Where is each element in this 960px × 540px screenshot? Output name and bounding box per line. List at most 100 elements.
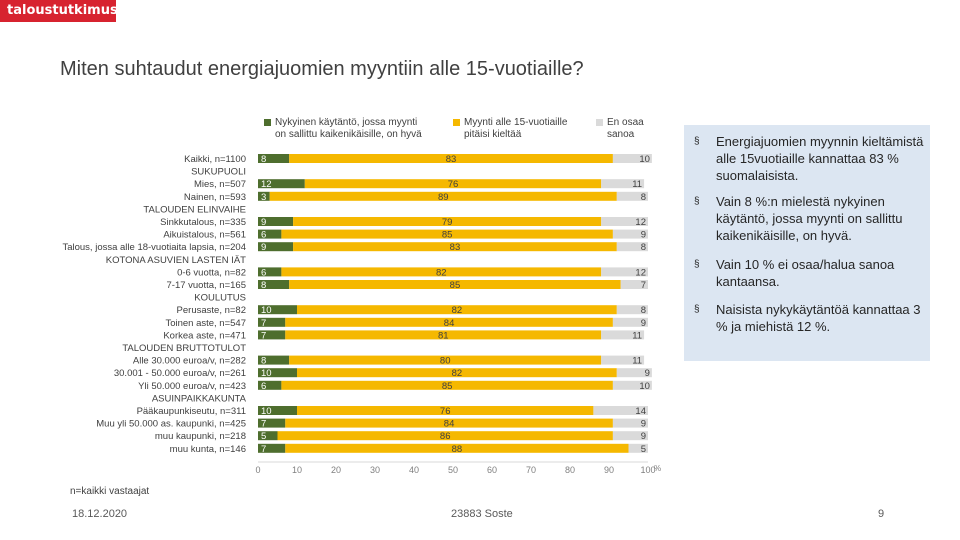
data-label: 5 bbox=[261, 431, 266, 442]
data-label: 9 bbox=[261, 242, 266, 253]
data-label: 8 bbox=[261, 356, 266, 367]
bar-segment bbox=[601, 355, 645, 365]
data-label: 83 bbox=[450, 242, 461, 253]
bar-segment bbox=[601, 267, 648, 277]
data-label: 7 bbox=[641, 280, 646, 291]
data-label: 11 bbox=[632, 356, 642, 367]
legend-label: Nykyinen käytäntö, jossa myynti on salli… bbox=[275, 117, 422, 140]
x-axis-unit: % bbox=[654, 464, 661, 473]
finding-item: § Vain 10 % ei osaa/halua sanoa kantaans… bbox=[694, 256, 924, 290]
bar-segment bbox=[258, 217, 294, 226]
data-label: 86 bbox=[440, 431, 451, 442]
bar-segment bbox=[285, 443, 629, 453]
finding-item: § Naisista nykykäytäntöä kannattaa 3 % j… bbox=[694, 301, 924, 335]
data-label: 8 bbox=[641, 305, 646, 316]
bar-segment bbox=[258, 443, 286, 453]
bar-segment bbox=[289, 154, 613, 163]
data-label: 9 bbox=[641, 230, 646, 241]
bar-segment bbox=[258, 406, 297, 415]
footer-project: 23883 Soste bbox=[451, 508, 513, 520]
bar-segment bbox=[258, 330, 286, 340]
legend-swatch bbox=[453, 119, 460, 126]
x-tick-label: 50 bbox=[448, 465, 458, 475]
row-label: KOTONA ASUVIEN LASTEN IÄT bbox=[106, 255, 246, 266]
bar-segment bbox=[258, 368, 297, 378]
bar-segment bbox=[620, 280, 648, 289]
data-label: 9 bbox=[645, 368, 650, 379]
data-label: 3 bbox=[261, 192, 266, 203]
data-label: 7 bbox=[261, 330, 266, 341]
data-label: 80 bbox=[440, 356, 451, 367]
x-tick-label: 90 bbox=[604, 465, 614, 475]
row-label: Alle 30.000 euroa/v, n=282 bbox=[133, 356, 246, 367]
data-label: 9 bbox=[261, 217, 266, 228]
data-label: 5 bbox=[641, 444, 646, 455]
data-label: 85 bbox=[450, 280, 461, 291]
bar-segment bbox=[293, 242, 617, 252]
row-label: Aikuistalous, n=561 bbox=[163, 230, 246, 241]
data-label: 9 bbox=[641, 431, 646, 442]
data-label: 8 bbox=[261, 280, 266, 291]
data-label: 11 bbox=[632, 330, 642, 341]
data-label: 76 bbox=[440, 406, 451, 417]
data-label: 8 bbox=[261, 154, 266, 165]
row-label: TALOUDEN ELINVAIHE bbox=[143, 204, 246, 215]
bar-segment bbox=[612, 317, 648, 327]
legend-swatch bbox=[596, 119, 603, 126]
bar-segment bbox=[612, 154, 652, 163]
bar-segment bbox=[289, 280, 621, 289]
bar-segment bbox=[277, 431, 613, 441]
bar-segment bbox=[258, 380, 282, 390]
data-label: 7 bbox=[261, 444, 266, 455]
bar-segment bbox=[258, 242, 294, 252]
x-tick-label: 80 bbox=[565, 465, 575, 475]
row-label: Talous, jossa alle 18-vuotiaita lapsia, … bbox=[62, 242, 246, 253]
row-label: 7-17 vuotta, n=165 bbox=[167, 280, 247, 291]
row-label: Pääkaupunkiseutu, n=311 bbox=[137, 406, 246, 417]
bar-segment bbox=[258, 305, 297, 315]
data-label: 82 bbox=[436, 267, 447, 278]
data-label: 82 bbox=[452, 305, 463, 316]
bar-segment bbox=[285, 418, 613, 428]
row-label: TALOUDEN BRUTTOTULOT bbox=[122, 343, 246, 354]
x-tick-label: 70 bbox=[526, 465, 536, 475]
bullet-marker: § bbox=[694, 259, 700, 270]
legend-label: Myynti alle 15-vuotiaille pitäisi kieltä… bbox=[464, 117, 568, 140]
legend-label: En osaa sanoa bbox=[607, 117, 644, 140]
bar-segment bbox=[297, 305, 617, 315]
sample-note: n=kaikki vastaajat bbox=[70, 486, 150, 497]
data-label: 9 bbox=[641, 419, 646, 430]
row-label: muu kunta, n=146 bbox=[170, 444, 246, 455]
row-label: Muu yli 50.000 as. kaupunki, n=425 bbox=[96, 419, 246, 430]
data-label: 12 bbox=[261, 179, 272, 190]
bar-segment bbox=[612, 418, 648, 428]
legend-swatch bbox=[264, 119, 271, 126]
bar-segment bbox=[304, 179, 602, 189]
bar-segment bbox=[258, 418, 286, 428]
data-label: 10 bbox=[261, 406, 272, 417]
bullet-marker: § bbox=[694, 304, 700, 315]
bar-segment bbox=[593, 406, 648, 415]
bar-segment bbox=[628, 443, 648, 453]
row-label: 30.001 - 50.000 euroa/v, n=261 bbox=[114, 368, 246, 379]
finding-item: § Energiajuomien myynnin kieltämistä all… bbox=[694, 133, 924, 184]
data-label: 7 bbox=[261, 318, 266, 329]
data-label: 81 bbox=[438, 330, 449, 341]
bar-segment bbox=[258, 229, 282, 239]
data-label: 10 bbox=[261, 305, 272, 316]
bullet-marker: § bbox=[694, 136, 700, 147]
finding-text: Vain 8 %:n mielestä nykyinen käytäntö, j… bbox=[716, 194, 903, 243]
x-tick-label: 100 bbox=[640, 465, 655, 475]
data-label: 14 bbox=[635, 406, 646, 417]
row-label: muu kaupunki, n=218 bbox=[155, 431, 246, 442]
bar-segment bbox=[601, 330, 645, 340]
bar-segment bbox=[285, 317, 613, 327]
finding-text: Naisista nykykäytäntöä kannattaa 3 % ja … bbox=[716, 302, 921, 334]
brand-logo: taloustutkimus bbox=[0, 0, 118, 22]
data-label: 6 bbox=[261, 230, 266, 241]
bar-segment bbox=[258, 191, 270, 201]
bar-segment bbox=[289, 355, 602, 365]
footer-page-number: 9 bbox=[878, 508, 885, 520]
row-label: Yli 50.000 euroa/v, n=423 bbox=[138, 381, 246, 392]
bar-segment bbox=[258, 179, 305, 189]
